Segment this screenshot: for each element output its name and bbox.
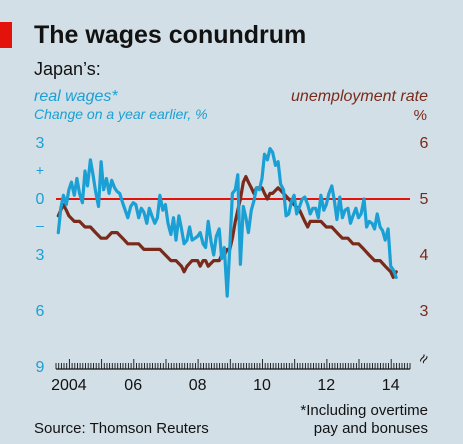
right-tick-label: 5 [420, 191, 429, 208]
chart-title: The wages conundrum [34, 21, 306, 49]
left-tick-label: 6 [36, 303, 45, 320]
footnote-line: pay and bonuses [314, 420, 428, 437]
right-tick-label: 4 [420, 247, 429, 264]
right-axis-label: unemployment rate [291, 88, 428, 105]
real-wages-line [56, 147, 398, 298]
source-note: Source: Thomson Reuters [34, 420, 209, 437]
chart-subtitle: Japan’s: [34, 59, 101, 79]
left-tick-label: 3 [36, 247, 45, 264]
left-tick-label: 3 [36, 135, 45, 152]
left-axis-label: real wages* [34, 88, 118, 105]
x-axis-minor-ticks [55, 359, 411, 369]
x-tick-label: 10 [253, 377, 271, 394]
axis-break-icon: ≈ [415, 351, 434, 367]
right-tick-label: 3 [420, 303, 429, 320]
x-tick-label: 08 [189, 377, 207, 394]
x-tick-label: 12 [317, 377, 335, 394]
series-layer [56, 147, 398, 298]
unemployment-rate-line [56, 175, 398, 279]
left-axis-ticks: 3 + 0 – 3 6 9 [36, 135, 45, 376]
right-axis-ticks: 6 5 4 3 ≈ [415, 135, 434, 367]
left-tick-label: 9 [36, 359, 45, 376]
left-tick-label: 0 [36, 191, 45, 208]
red-accent-tab [0, 22, 12, 48]
x-axis-labels: 2004 06 08 10 12 14 [51, 377, 400, 394]
footnote-line: *Including overtime [300, 402, 428, 419]
left-axis-sublabel: Change on a year earlier, % [34, 106, 208, 122]
left-tick-plus: + [36, 162, 44, 178]
x-tick-label: 14 [382, 377, 400, 394]
x-tick-label: 2004 [51, 377, 87, 394]
left-tick-minus: – [36, 217, 44, 233]
right-tick-label: 6 [420, 135, 429, 152]
x-tick-label: 06 [124, 377, 142, 394]
right-axis-unit: % [414, 107, 427, 124]
